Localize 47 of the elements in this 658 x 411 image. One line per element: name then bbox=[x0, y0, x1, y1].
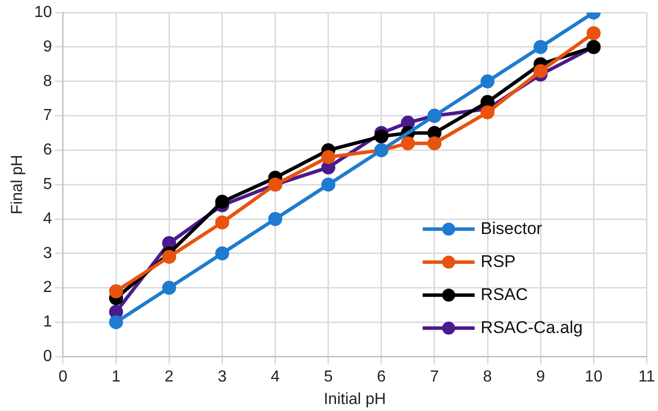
x-tick-label: 8 bbox=[483, 368, 492, 386]
point bbox=[321, 178, 336, 192]
x-tick-label: 5 bbox=[324, 368, 333, 386]
x-tick-label: 11 bbox=[638, 368, 656, 386]
y-tick-label: 1 bbox=[43, 314, 52, 331]
x-tick-label: 7 bbox=[430, 368, 439, 386]
x-tick-label: 3 bbox=[218, 368, 227, 386]
point bbox=[215, 246, 230, 260]
x-tick-label: 6 bbox=[376, 368, 386, 386]
y-tick-label: 0 bbox=[43, 348, 52, 366]
x-tick-label: 4 bbox=[270, 368, 280, 386]
legend-label: Bisector bbox=[480, 218, 542, 238]
point bbox=[400, 136, 415, 150]
x-tick-label: 10 bbox=[584, 368, 603, 386]
point bbox=[374, 129, 388, 144]
point bbox=[586, 26, 601, 40]
y-tick-label: 4 bbox=[43, 210, 52, 228]
point bbox=[321, 150, 336, 164]
point bbox=[480, 74, 495, 88]
x-tick-label: 9 bbox=[536, 368, 546, 386]
y-tick-label: 9 bbox=[43, 38, 52, 56]
y-tick-label: 5 bbox=[43, 176, 52, 194]
x-tick-label: 2 bbox=[164, 368, 174, 386]
point bbox=[162, 250, 176, 264]
y-tick-label: 3 bbox=[43, 244, 52, 262]
point bbox=[215, 194, 230, 209]
x-tick-label: 0 bbox=[58, 368, 68, 386]
point bbox=[215, 215, 230, 230]
point bbox=[534, 64, 548, 78]
legend-label: RSP bbox=[480, 252, 516, 271]
y-tick-label: 7 bbox=[43, 107, 52, 124]
y-tick-label: 8 bbox=[43, 72, 52, 90]
legend-label: RSAC-Ca.alg bbox=[480, 318, 583, 337]
x-tick-label: 1 bbox=[112, 368, 121, 386]
point bbox=[109, 284, 124, 298]
point bbox=[268, 212, 282, 226]
point bbox=[534, 40, 548, 54]
point bbox=[109, 315, 124, 330]
y-tick-label: 2 bbox=[43, 279, 52, 296]
point bbox=[162, 280, 176, 295]
legend-label: RSAC bbox=[480, 284, 528, 304]
y-tick-label: 10 bbox=[34, 4, 52, 22]
x-axis-title: Initial pH bbox=[324, 390, 386, 408]
point bbox=[427, 136, 442, 150]
y-axis-title: Final pH bbox=[9, 154, 26, 214]
y-tick-label: 6 bbox=[43, 142, 52, 159]
point bbox=[480, 105, 495, 120]
